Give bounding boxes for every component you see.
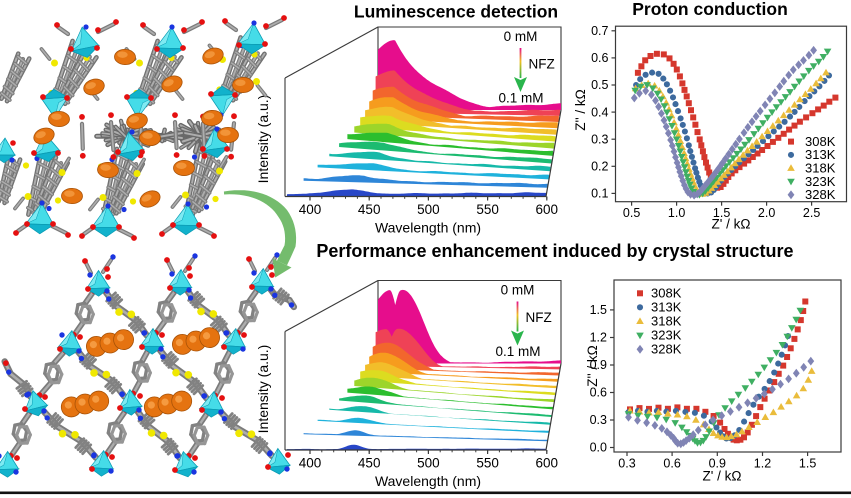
svg-text:318K: 318K	[651, 314, 682, 329]
svg-text:0.3: 0.3	[618, 457, 635, 471]
svg-text:Z'' / kΩ: Z'' / kΩ	[585, 345, 600, 387]
svg-text:0.6: 0.6	[591, 51, 608, 65]
svg-text:308K: 308K	[805, 134, 836, 149]
svg-text:NFZ: NFZ	[529, 57, 555, 72]
svg-text:1.0: 1.0	[668, 206, 685, 220]
svg-text:323K: 323K	[651, 328, 682, 343]
svg-text:450: 450	[358, 456, 381, 471]
svg-text:600: 600	[536, 202, 559, 217]
svg-text:0.5: 0.5	[591, 78, 608, 92]
svg-text:0.0: 0.0	[590, 441, 607, 455]
svg-text:550: 550	[476, 456, 499, 471]
svg-text:313K: 313K	[651, 300, 682, 315]
svg-text:2.5: 2.5	[803, 206, 820, 220]
svg-text:500: 500	[417, 456, 440, 471]
svg-text:Wavelength (nm): Wavelength (nm)	[375, 220, 481, 236]
svg-text:2.0: 2.0	[758, 206, 775, 220]
svg-text:0.6: 0.6	[590, 386, 607, 400]
svg-text:0.3: 0.3	[590, 413, 607, 427]
svg-text:600: 600	[536, 456, 559, 471]
svg-text:400: 400	[299, 456, 322, 471]
svg-text:1.5: 1.5	[590, 303, 607, 317]
svg-text:0 mM: 0 mM	[501, 283, 535, 298]
svg-text:0.3: 0.3	[591, 132, 608, 146]
svg-text:1.2: 1.2	[590, 331, 607, 345]
svg-text:1.5: 1.5	[713, 206, 730, 220]
svg-text:550: 550	[476, 202, 499, 217]
svg-text:0.1 mM: 0.1 mM	[498, 91, 543, 106]
svg-text:0.2: 0.2	[591, 160, 608, 174]
svg-text:313K: 313K	[805, 147, 836, 162]
svg-text:Performance enhancement induce: Performance enhancement induced by cryst…	[316, 241, 793, 261]
svg-text:Proton conduction: Proton conduction	[632, 0, 788, 19]
svg-text:500: 500	[417, 202, 440, 217]
svg-text:Wavelength (nm): Wavelength (nm)	[375, 473, 481, 489]
svg-text:Z'' / kΩ: Z'' / kΩ	[573, 89, 588, 131]
svg-text:1.2: 1.2	[754, 457, 771, 471]
svg-text:0.5: 0.5	[623, 206, 640, 220]
svg-text:0.9: 0.9	[709, 457, 726, 471]
svg-text:308K: 308K	[651, 286, 682, 301]
svg-text:NFZ: NFZ	[526, 310, 552, 325]
svg-text:323K: 323K	[805, 174, 836, 189]
svg-text:1.5: 1.5	[799, 457, 816, 471]
svg-text:Intensity (a.u.): Intensity (a.u.)	[255, 345, 271, 434]
svg-text:0.1 mM: 0.1 mM	[495, 344, 540, 359]
svg-text:0 mM: 0 mM	[504, 29, 538, 44]
svg-text:0.4: 0.4	[591, 105, 608, 119]
svg-text:0.9: 0.9	[590, 358, 607, 372]
svg-text:Luminescence detection: Luminescence detection	[354, 2, 558, 22]
svg-text:0.7: 0.7	[591, 24, 608, 38]
svg-text:Intensity (a.u.): Intensity (a.u.)	[255, 95, 271, 184]
svg-text:0.1: 0.1	[591, 187, 608, 201]
svg-text:318K: 318K	[805, 161, 836, 176]
svg-text:Z' / kΩ: Z' / kΩ	[703, 469, 742, 484]
svg-text:328K: 328K	[651, 342, 682, 357]
svg-text:328K: 328K	[805, 187, 836, 202]
svg-text:0.6: 0.6	[663, 457, 680, 471]
svg-text:450: 450	[358, 202, 381, 217]
svg-text:Z' / kΩ: Z' / kΩ	[712, 217, 751, 232]
svg-text:400: 400	[299, 202, 322, 217]
